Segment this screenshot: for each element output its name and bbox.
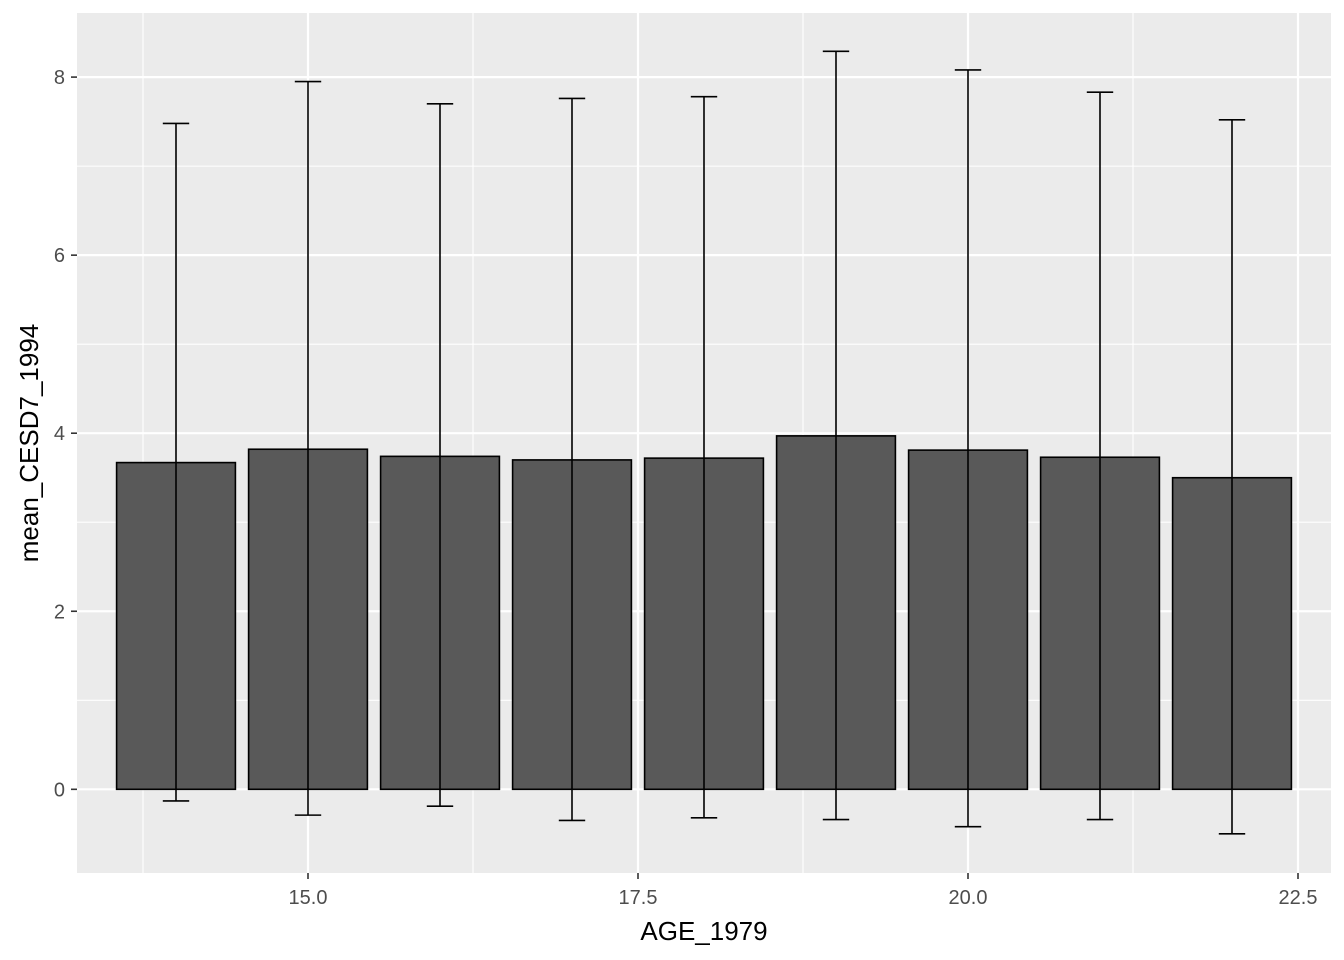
errorbar-21 xyxy=(1086,91,1114,821)
errorbar-16 xyxy=(426,103,454,808)
y-tick-label: 2 xyxy=(54,601,65,623)
x-axis: 15.0 17.5 20.0 22.5 xyxy=(289,873,1318,909)
y-tick-label: 0 xyxy=(54,779,65,801)
errorbar-17 xyxy=(558,97,586,822)
x-tick-label: 17.5 xyxy=(619,887,658,909)
x-tick-label: 20.0 xyxy=(949,887,988,909)
x-axis-title: AGE_1979 xyxy=(640,916,767,946)
errorbar-18 xyxy=(690,95,718,819)
x-tick-label: 15.0 xyxy=(289,887,328,909)
y-tick-label: 4 xyxy=(54,423,65,445)
y-axis: 0 2 4 6 8 xyxy=(54,67,77,801)
error-bars xyxy=(162,50,1246,835)
y-tick-label: 6 xyxy=(54,245,65,267)
y-tick-label: 8 xyxy=(54,67,65,89)
errorbar-15 xyxy=(294,80,322,816)
errorbar-22 xyxy=(1218,119,1246,835)
x-tick-label: 22.5 xyxy=(1279,887,1318,909)
y-axis-title: mean_CESD7_1994 xyxy=(14,324,44,563)
errorbar-19 xyxy=(822,50,850,821)
errorbar-20 xyxy=(954,69,982,828)
errorbar-14 xyxy=(162,122,190,802)
